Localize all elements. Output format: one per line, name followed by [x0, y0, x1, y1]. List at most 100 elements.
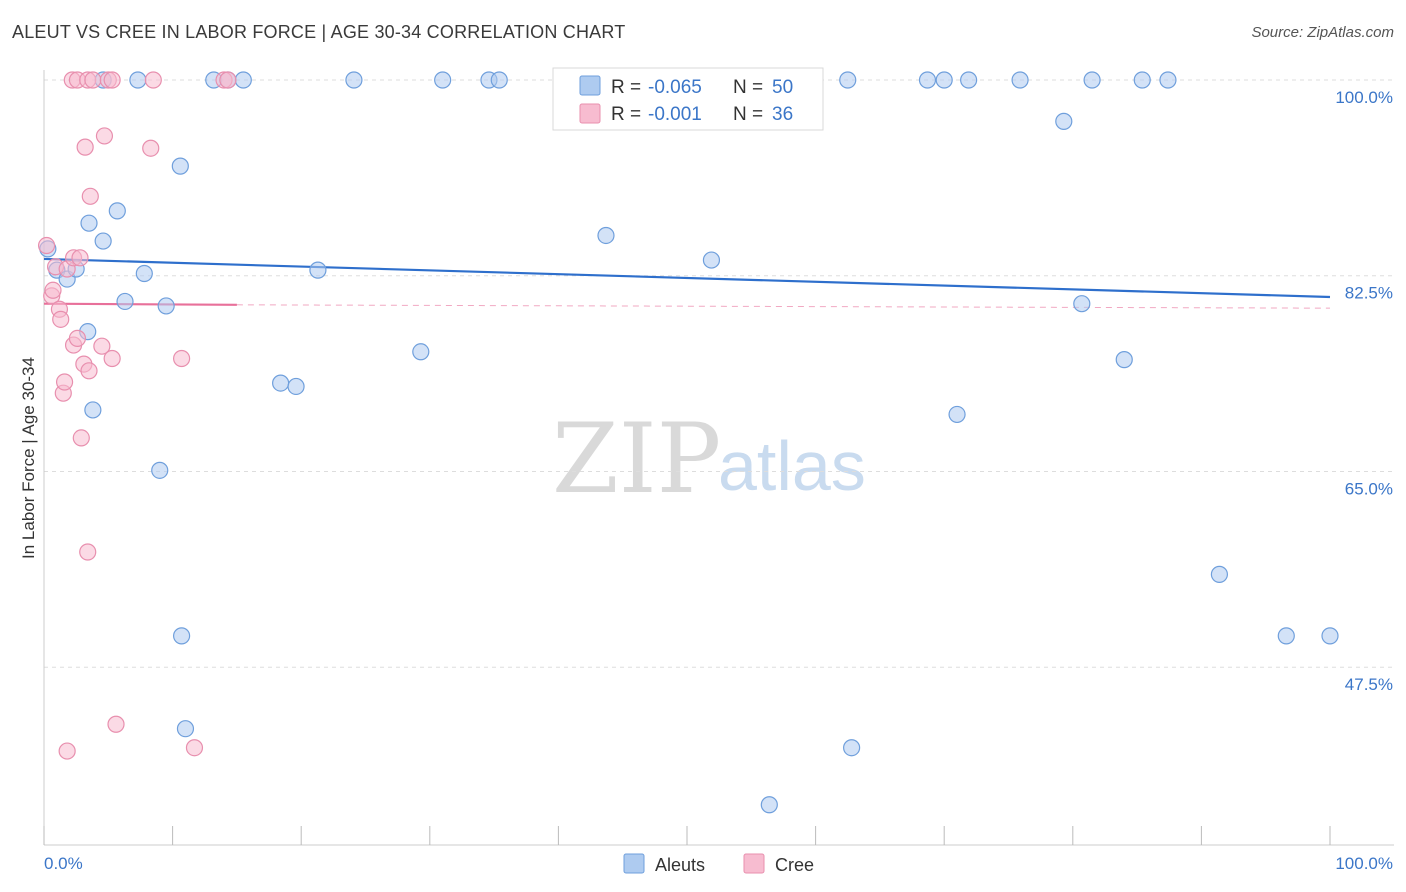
cree-point-26 [185, 739, 204, 757]
aleut-point-45 [1011, 71, 1029, 89]
trend-line-cree [43, 302, 237, 306]
cree-point-30 [84, 71, 102, 89]
aleut-point-21 [702, 251, 721, 269]
aleut-point-29 [1277, 627, 1295, 645]
aleut-point-15 [176, 720, 195, 738]
series-legend: Aleuts Cree [623, 853, 814, 875]
watermark-zip: ZIP [552, 403, 721, 515]
aleut-point-7 [94, 232, 112, 250]
cree-point-17 [80, 362, 98, 380]
aleut-point-22 [760, 796, 778, 814]
cree-points [37, 71, 237, 760]
aleut-point-12 [157, 297, 175, 315]
aleut-point-13 [171, 157, 189, 175]
cree-point-15 [76, 138, 94, 156]
y-tick-label-2: 65.0% [1345, 479, 1393, 498]
r-value-aleuts: -0.065 [648, 77, 702, 98]
aleut-point-24 [948, 405, 966, 424]
series-legend-swatch-aleuts [623, 853, 645, 874]
trend-lines [43, 257, 1331, 309]
cree-point-7 [55, 373, 74, 391]
cree-point-21 [103, 349, 121, 368]
cree-point-13 [72, 429, 90, 447]
cree-point-33 [144, 71, 162, 89]
aleut-point-23 [843, 739, 861, 757]
r-value-cree: -0.001 [648, 104, 702, 125]
aleut-point-41 [839, 71, 857, 89]
cree-point-19 [93, 337, 111, 355]
stats-legend: R = -0.065 N = 50 R = -0.001 N = 36 [552, 67, 824, 131]
cree-point-32 [103, 71, 121, 89]
series-legend-label-aleuts: Aleuts [655, 855, 705, 875]
aleut-point-42 [918, 71, 937, 89]
aleut-point-30 [1321, 627, 1339, 645]
n-value-aleuts: 50 [772, 77, 793, 98]
aleut-point-39 [490, 71, 508, 89]
cree-point-25 [173, 349, 191, 368]
aleut-point-37 [434, 71, 452, 89]
r-label-aleuts: R = [611, 77, 641, 98]
legend-swatch-cree [579, 103, 601, 124]
n-label-aleuts: N = [733, 77, 763, 98]
aleut-point-19 [412, 343, 430, 361]
aleut-point-8 [108, 202, 126, 220]
y-tick-label-0: 100.0% [1335, 88, 1393, 107]
source-label: Source: ZipAtlas.com [1251, 24, 1394, 41]
aleut-point-18 [309, 261, 327, 279]
aleut-point-11 [151, 461, 169, 479]
r-label-cree: R = [611, 104, 641, 125]
aleut-point-43 [935, 71, 953, 89]
y-tick-labels: 100.0% 82.5% 65.0% 47.5% [1335, 88, 1393, 694]
aleut-point-16 [272, 374, 290, 392]
cree-point-23 [58, 742, 76, 760]
x-tick-label-max: 100.0% [1335, 854, 1393, 873]
y-axis-label: In Labor Force | Age 30-34 [19, 357, 38, 559]
cree-point-22 [107, 715, 125, 733]
aleut-point-9 [116, 292, 134, 311]
trend-line-aleuts [43, 257, 1331, 299]
aleut-point-17 [287, 377, 305, 396]
aleut-point-5 [80, 214, 98, 232]
series-legend-label-cree: Cree [775, 855, 814, 875]
aleut-point-36 [345, 71, 363, 89]
n-value-cree: 36 [772, 104, 793, 125]
cree-point-20 [95, 127, 114, 145]
aleut-point-14 [173, 627, 191, 645]
cree-point-18 [81, 187, 99, 205]
watermark-atlas: atlas [718, 427, 866, 505]
cree-point-11 [68, 329, 87, 347]
legend-swatch-aleuts [579, 75, 601, 96]
series-legend-swatch-cree [743, 853, 765, 874]
aleut-point-46 [1083, 71, 1101, 89]
axes [43, 70, 1394, 846]
aleut-point-28 [1210, 565, 1229, 583]
trend-line-cree-extension [236, 304, 1331, 309]
cree-point-16 [79, 543, 97, 561]
x-ticks [43, 826, 1331, 845]
cree-point-2 [44, 281, 62, 299]
y-tick-label-1: 82.5% [1345, 284, 1393, 303]
y-tick-label-3: 47.5% [1345, 675, 1393, 694]
aleut-point-27 [1115, 351, 1133, 369]
grid [44, 79, 1394, 668]
cree-point-24 [142, 139, 160, 157]
aleut-point-10 [135, 264, 153, 283]
aleut-point-44 [960, 71, 978, 89]
cree-point-12 [71, 249, 89, 267]
aleut-point-26 [1073, 295, 1091, 313]
aleut-point-25 [1055, 112, 1073, 130]
aleut-point-6 [84, 401, 102, 419]
aleut-point-35 [234, 71, 252, 89]
aleut-point-20 [597, 226, 615, 245]
n-label-cree: N = [733, 104, 763, 125]
cree-point-0 [37, 236, 56, 255]
aleut-point-48 [1159, 71, 1177, 89]
chart-title: ALEUT VS CREE IN LABOR FORCE | AGE 30-34… [12, 22, 626, 42]
watermark: ZIP atlas [552, 403, 866, 515]
aleut-point-32 [129, 71, 147, 89]
cree-point-5 [52, 310, 70, 328]
x-tick-label-min: 0.0% [44, 854, 83, 873]
cree-point-35 [219, 71, 237, 89]
aleut-point-47 [1133, 71, 1151, 89]
